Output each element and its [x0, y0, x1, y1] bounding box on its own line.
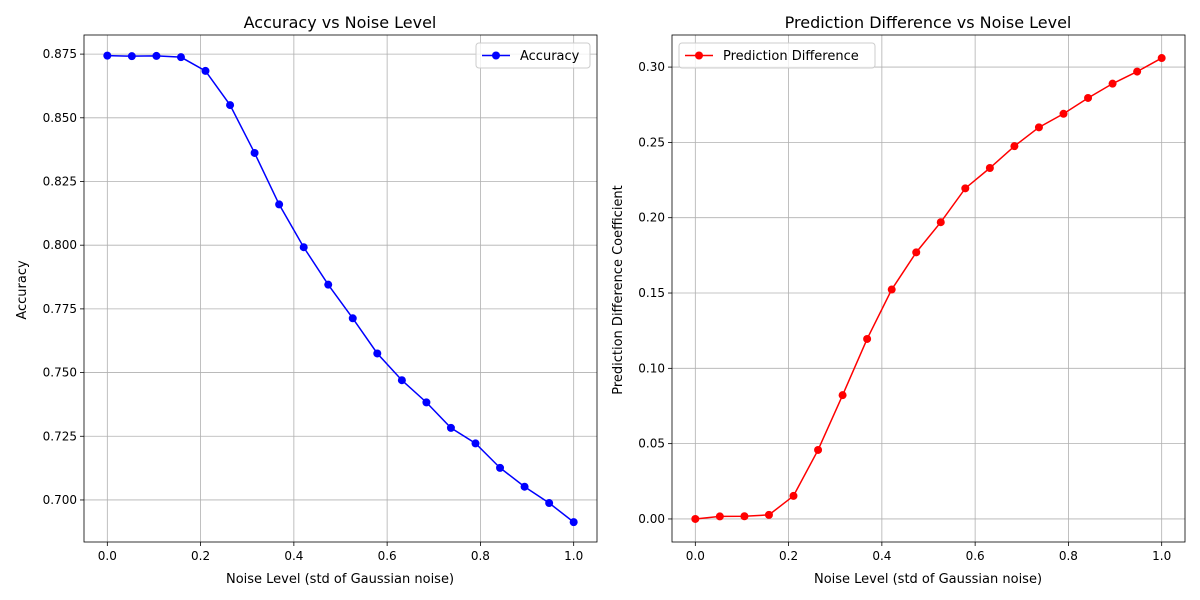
prediction-difference-chart: Prediction Difference vs Noise Level Noi…: [611, 13, 1186, 587]
data-point: [912, 248, 921, 257]
legend-label: Accuracy: [520, 49, 580, 64]
data-point: [348, 314, 357, 323]
data-point: [397, 376, 406, 385]
x-tick-label: 0.8: [1059, 549, 1078, 563]
data-point: [422, 398, 431, 407]
data-point: [1034, 123, 1043, 132]
x-tick-label: 0.2: [191, 549, 210, 563]
y-tick-label: 0.25: [638, 135, 665, 149]
legend: Accuracy: [475, 42, 591, 69]
x-tick-label: 0.4: [284, 549, 303, 563]
legend-box: [475, 42, 591, 69]
x-tick-label: 0.0: [686, 549, 705, 563]
data-point: [789, 491, 798, 500]
x-tick-label: 1.0: [1152, 549, 1171, 563]
data-point: [936, 218, 945, 227]
chart-title: Accuracy vs Noise Level: [244, 13, 437, 32]
data-point: [740, 512, 749, 521]
data-point: [373, 349, 382, 358]
data-point: [275, 200, 284, 209]
y-tick-label: 0.750: [43, 366, 77, 380]
x-tick-label: 0.8: [471, 549, 490, 563]
data-point: [152, 51, 161, 60]
data-point: [201, 66, 210, 75]
y-tick-label: 0.05: [638, 437, 665, 451]
x-tick-label: 0.2: [779, 549, 798, 563]
legend-marker: [695, 51, 703, 60]
data-point: [691, 514, 700, 523]
y-tick-label: 0.15: [638, 286, 665, 300]
data-point: [961, 184, 970, 193]
x-tick-label: 0.4: [872, 549, 891, 563]
series-line: [107, 54, 575, 523]
legend: Prediction Difference: [678, 42, 876, 69]
y-tick-label: 0.30: [638, 60, 665, 74]
x-axis-label: Noise Level (std of Gaussian noise): [814, 572, 1042, 587]
axes-frame: [671, 34, 1186, 543]
data-point: [496, 463, 505, 472]
data-point: [250, 148, 259, 157]
data-point: [299, 243, 308, 252]
y-axis-label: Accuracy: [15, 260, 30, 320]
data-point: [764, 510, 773, 519]
data-point: [520, 482, 529, 491]
series-line: [695, 57, 1163, 520]
chart-title: Prediction Difference vs Noise Level: [785, 13, 1072, 32]
y-tick-label: 0.800: [43, 238, 77, 252]
data-point: [1157, 54, 1166, 63]
data-point: [1108, 79, 1117, 88]
data-point: [226, 101, 235, 110]
data-point: [103, 51, 112, 60]
data-point: [1059, 109, 1068, 118]
x-tick-label: 0.6: [378, 549, 397, 563]
y-tick-label: 0.10: [638, 361, 665, 375]
data-point: [1133, 67, 1142, 76]
y-tick-label: 0.00: [638, 512, 665, 526]
data-point: [324, 280, 333, 289]
x-tick-label: 0.6: [966, 549, 985, 563]
data-point: [471, 439, 480, 448]
y-tick-label: 0.875: [43, 47, 77, 61]
data-point: [863, 334, 872, 343]
data-point: [1084, 93, 1093, 102]
y-tick-label: 0.725: [43, 429, 77, 443]
legend-marker: [492, 51, 500, 60]
y-tick-label: 0.20: [638, 211, 665, 225]
data-point: [985, 164, 994, 173]
x-axis-label: Noise Level (std of Gaussian noise): [226, 572, 454, 587]
y-tick-label: 0.850: [43, 111, 77, 125]
y-tick-label: 0.825: [43, 174, 77, 188]
data-point: [446, 423, 455, 432]
accuracy-chart: Accuracy vs Noise Level Noise Level (std…: [15, 13, 598, 587]
data-point: [545, 499, 554, 508]
data-point: [814, 445, 823, 454]
y-tick-label: 0.775: [43, 302, 77, 316]
data-point: [838, 391, 847, 400]
data-point: [1010, 142, 1019, 151]
x-tick-label: 1.0: [564, 549, 583, 563]
data-point: [176, 53, 185, 62]
y-axis-label: Prediction Difference Coefficient: [611, 185, 626, 395]
y-tick-label: 0.700: [43, 493, 77, 507]
data-point: [715, 512, 724, 521]
axes-frame: [83, 34, 598, 543]
data-point: [569, 518, 578, 527]
legend-box: [678, 42, 876, 69]
legend-label: Prediction Difference: [723, 49, 859, 64]
x-tick-label: 0.0: [98, 549, 117, 563]
data-point: [887, 285, 896, 294]
data-point: [127, 52, 136, 61]
